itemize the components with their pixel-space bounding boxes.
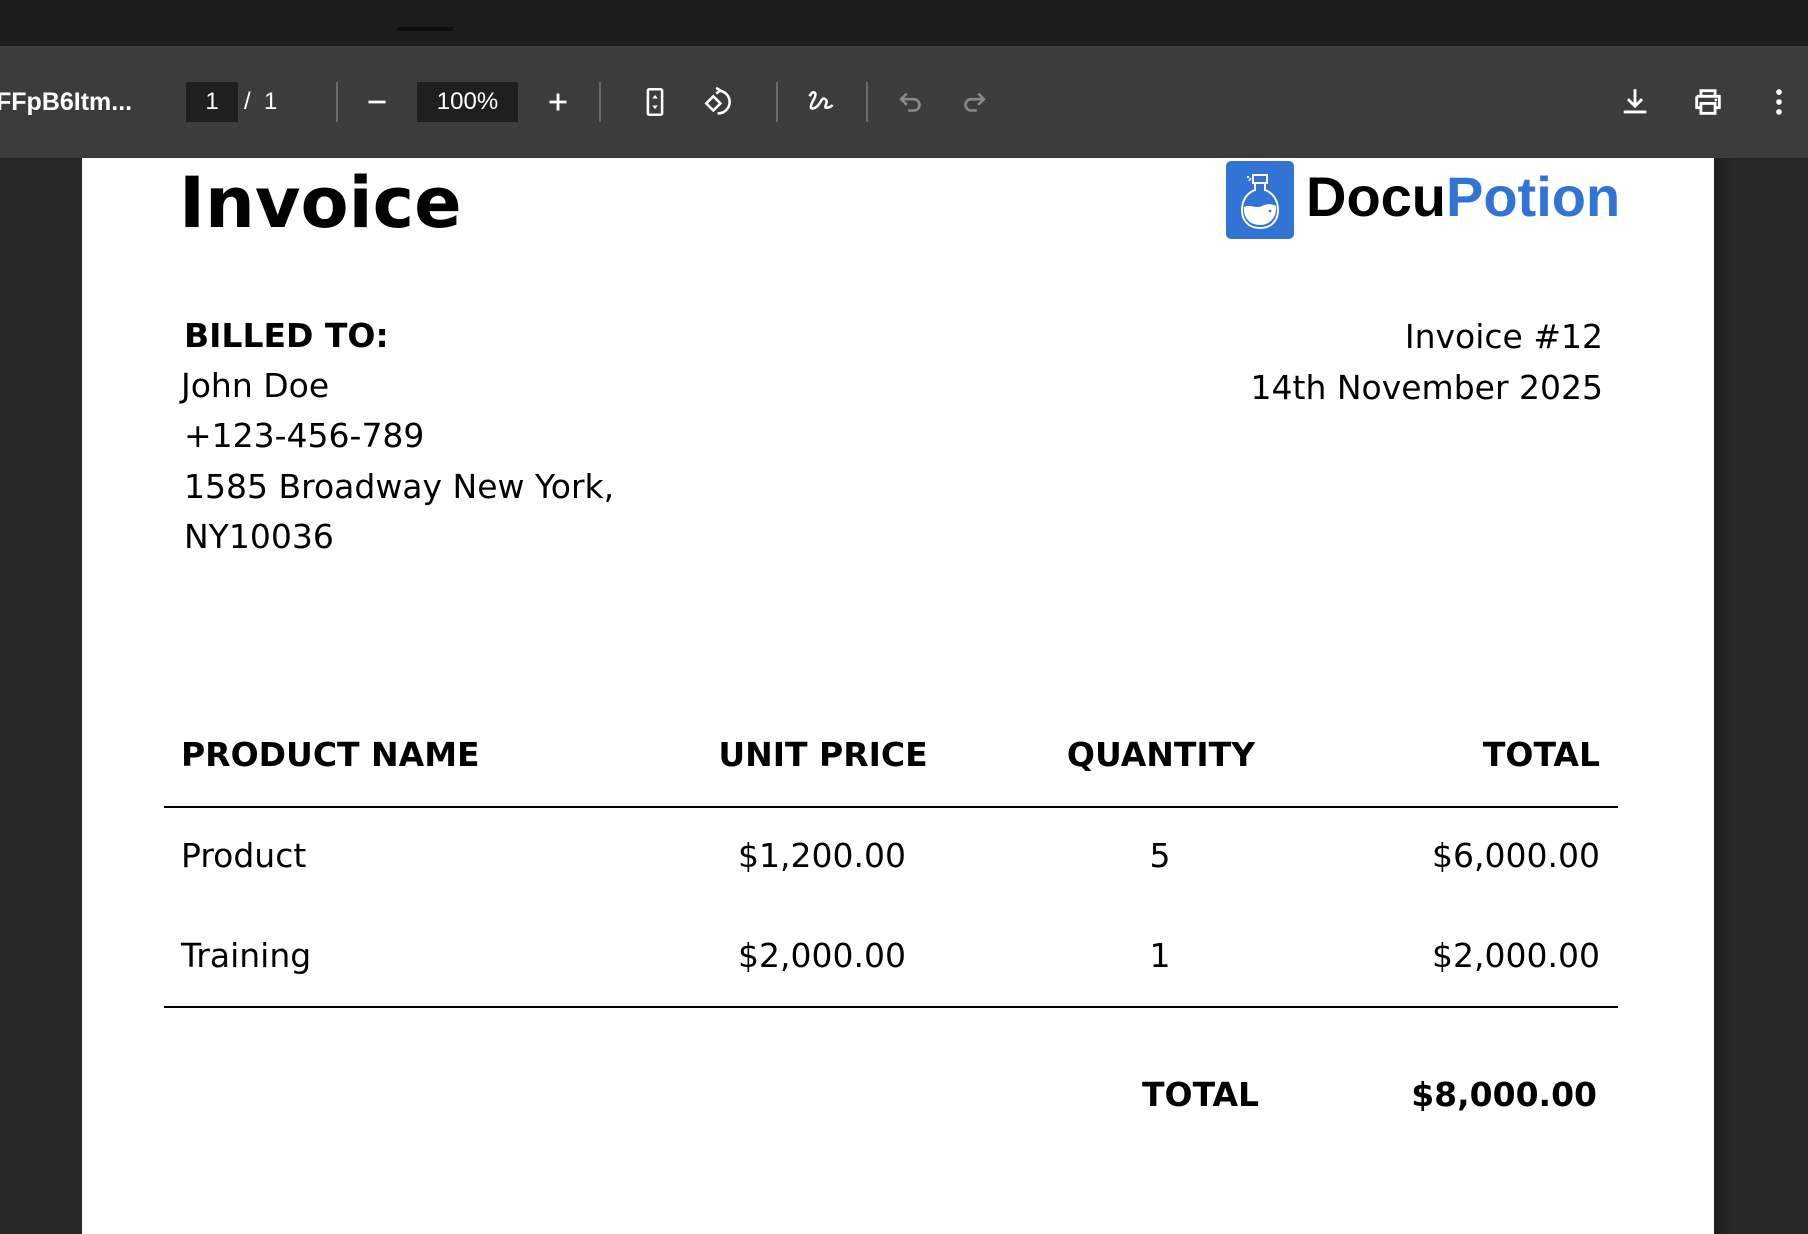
invoice-number: Invoice #12 bbox=[1404, 317, 1603, 356]
fit-page-button[interactable] bbox=[633, 46, 677, 158]
billed-to-label: BILLED TO: bbox=[184, 316, 389, 355]
page-total: / 1 bbox=[244, 46, 277, 158]
more-options-button[interactable] bbox=[1757, 46, 1801, 158]
grand-total-label: TOTAL bbox=[1142, 1075, 1260, 1114]
customer-phone: +123-456-789 bbox=[184, 416, 425, 455]
download-icon bbox=[1623, 89, 1647, 114]
customer-address-line2: NY10036 bbox=[184, 517, 334, 556]
row-unit-price: $2,000.00 bbox=[738, 936, 906, 975]
page-separator: / bbox=[244, 88, 251, 115]
print-icon bbox=[1695, 89, 1721, 115]
divider bbox=[336, 82, 338, 122]
zoom-in-button[interactable] bbox=[536, 46, 580, 158]
header-total: TOTAL bbox=[1482, 735, 1600, 774]
header-unit-price: UNIT PRICE bbox=[718, 735, 928, 774]
redo-button[interactable] bbox=[952, 46, 996, 158]
brand-part-potion: Potion bbox=[1446, 165, 1621, 228]
row-total: $2,000.00 bbox=[1432, 936, 1600, 975]
zoom-out-button[interactable] bbox=[355, 46, 399, 158]
header-quantity: QUANTITY bbox=[1066, 735, 1256, 774]
browser-top-bar bbox=[0, 0, 1808, 46]
file-name: FFpB6Itm... bbox=[0, 87, 133, 116]
potion-logo-icon bbox=[1226, 161, 1294, 239]
pdf-toolbar: FFpB6Itm... 1 / 1 100% bbox=[0, 46, 1808, 158]
table-bottom-rule bbox=[164, 1006, 1618, 1008]
download-button[interactable] bbox=[1613, 46, 1657, 158]
print-button[interactable] bbox=[1686, 46, 1730, 158]
redo-icon bbox=[964, 92, 986, 112]
page-count: 1 bbox=[264, 88, 278, 115]
zoom-level-input[interactable]: 100% bbox=[417, 82, 518, 122]
row-product: Training bbox=[181, 936, 312, 975]
brand-part-docu: Docu bbox=[1306, 165, 1446, 228]
rotate-button[interactable] bbox=[697, 46, 741, 158]
row-product: Product bbox=[181, 836, 307, 875]
invoice-page: Invoice DocuPotion BILLED TO: John Doe +… bbox=[82, 158, 1714, 1234]
more-icon bbox=[1776, 89, 1782, 115]
page-number-input[interactable]: 1 bbox=[186, 82, 238, 122]
header-rule bbox=[164, 806, 1618, 808]
divider bbox=[866, 82, 868, 122]
row-unit-price: $1,200.00 bbox=[738, 836, 906, 875]
row-total: $6,000.00 bbox=[1432, 836, 1600, 875]
customer-name: John Doe bbox=[181, 366, 330, 405]
draw-icon bbox=[808, 90, 834, 110]
invoice-date: 14th November 2025 bbox=[1250, 368, 1603, 407]
rotate-icon bbox=[704, 86, 731, 115]
draw-button[interactable] bbox=[799, 46, 843, 158]
undo-icon bbox=[899, 92, 921, 112]
customer-address-line1: 1585 Broadway New York, bbox=[184, 467, 615, 506]
divider bbox=[776, 82, 778, 122]
undo-button[interactable] bbox=[889, 46, 933, 158]
grand-total-value: $8,000.00 bbox=[1411, 1075, 1597, 1114]
fit-page-icon bbox=[646, 87, 664, 117]
divider bbox=[599, 82, 601, 122]
plus-icon bbox=[549, 93, 567, 111]
page-shadow bbox=[1714, 158, 1734, 1234]
brand-name: DocuPotion bbox=[1306, 164, 1620, 229]
row-quantity: 5 bbox=[1149, 836, 1171, 875]
invoice-title: Invoice bbox=[179, 162, 462, 244]
minus-icon bbox=[368, 100, 386, 104]
tab-indicator bbox=[397, 27, 453, 31]
header-product-name: PRODUCT NAME bbox=[181, 735, 480, 774]
row-quantity: 1 bbox=[1149, 936, 1171, 975]
